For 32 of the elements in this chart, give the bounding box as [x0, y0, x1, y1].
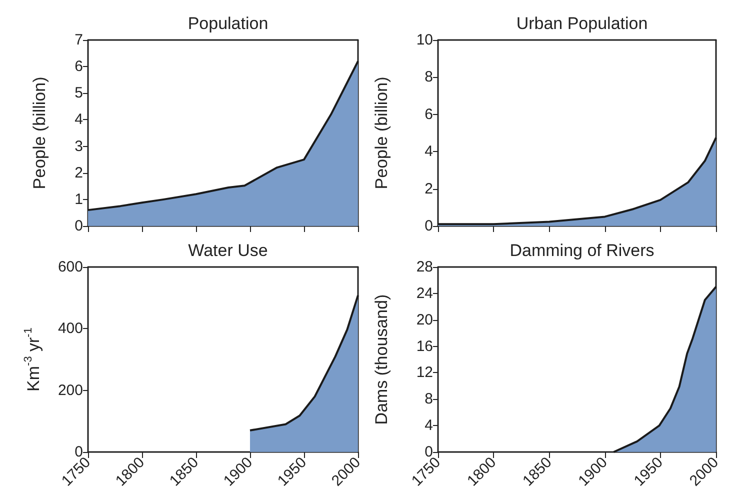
y-tick-label: 4 [424, 417, 433, 434]
y-tick-label: 0 [74, 218, 83, 234]
y-tick-label: 5 [74, 84, 83, 102]
y-tick-label: 4 [424, 143, 433, 160]
y-axis-title: People (billion) [30, 76, 49, 190]
y-tick-label: 6 [424, 106, 433, 123]
y-tick-label: 24 [416, 284, 433, 302]
y-tick-label: 600 [58, 258, 83, 276]
y-tick-label: 10 [416, 32, 433, 48]
y-tick-label: 28 [416, 258, 433, 276]
y-tick-label: 2 [424, 180, 433, 198]
y-tick-label: 200 [58, 382, 83, 399]
chart-title: Urban Population [516, 14, 648, 33]
y-tick-label: 7 [74, 32, 83, 48]
y-tick-label: 20 [416, 311, 433, 328]
y-tick-label: 3 [74, 138, 83, 155]
y-tick-label: 1 [74, 190, 83, 208]
y-tick-label: 0 [424, 218, 433, 234]
chart-title: Population [188, 14, 268, 33]
y-tick-label: 8 [424, 68, 433, 86]
chart-title: Water Use [188, 241, 268, 260]
y-tick-label: 6 [74, 58, 83, 76]
chart-title: Damming of Rivers [510, 241, 654, 260]
y-tick-label: 400 [58, 320, 83, 338]
y-tick-label: 12 [416, 364, 433, 382]
y-tick-label: 4 [74, 111, 83, 128]
y-axis-title: Km-3 yr-1 [22, 328, 43, 392]
y-tick-label: 2 [74, 164, 83, 182]
y-tick-label: 8 [424, 390, 433, 408]
y-axis-title: Dams (thousand) [372, 294, 391, 425]
y-axis-title: People (billion) [372, 76, 391, 190]
y-tick-label: 16 [416, 338, 433, 355]
